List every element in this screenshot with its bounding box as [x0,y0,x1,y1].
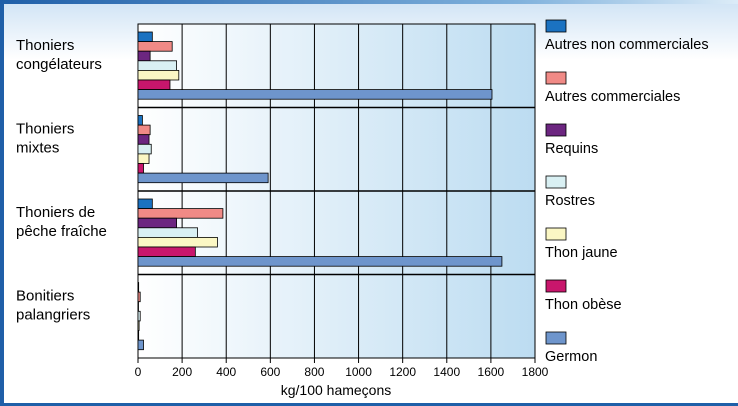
category-label: Thoniers [16,121,74,138]
bar [137,198,153,210]
bar [137,124,151,136]
legend-label: Thon jaune [545,245,618,261]
category-labels: Thoniers congélateurs Thoniers mixtes Thonie… [16,37,107,324]
bar [137,115,143,126]
legend-swatch [545,279,567,293]
bar [137,310,141,322]
bar [137,282,140,293]
legend: Autres non commerciales Autres commercial… [545,19,709,365]
category-label: mixtes [16,140,59,157]
bar [137,236,218,248]
bar [137,50,151,62]
legend-label: Thon obèse [545,297,622,313]
bar [137,70,180,81]
x-tick-label: 1800 [522,365,549,379]
grid-lines [138,24,535,358]
bar [137,246,196,258]
legend-swatch [545,227,567,241]
x-tick-label: 200 [172,365,192,379]
bar [137,339,144,351]
bar [137,217,177,229]
bar [137,320,140,331]
legend-swatch [545,175,567,189]
x-tick-label: 600 [260,365,280,379]
bar [137,89,493,100]
bar [137,227,198,238]
category-label: Thoniers de [16,204,95,221]
bar [137,163,144,174]
bar [137,330,140,341]
bar [137,31,153,43]
x-tick-label: 1000 [345,365,372,379]
bar [137,256,503,267]
bar [137,172,269,184]
x-tick-label: 0 [135,365,142,379]
legend-label: Requins [545,141,598,157]
x-axis-title: kg/100 hameçons [281,382,392,398]
legend-label: Autres non commerciales [545,37,709,53]
bar [137,60,177,71]
legend-swatch [545,123,567,137]
legend-swatch [545,19,567,33]
bar [137,41,173,52]
category-label: Thoniers [16,37,74,54]
category-label: congélateurs [16,56,102,73]
category-label: Bonitiers [16,288,74,305]
x-axis: 0 200 400 600 800 1000 1200 1400 1600 1800 [135,358,549,379]
x-tick-label: 400 [216,365,236,379]
legend-label: Germon [545,349,597,365]
frame-top-band [0,0,738,4]
bar [137,291,141,303]
legend-label: Autres commerciales [545,89,680,105]
bar [137,208,224,219]
x-tick-label: 1200 [389,365,416,379]
bar [137,143,152,155]
bar [137,79,171,91]
legend-swatch [545,71,567,85]
legend-label: Rostres [545,193,595,209]
x-tick-label: 1400 [433,365,460,379]
legend-swatch [545,331,567,345]
bar [137,153,150,164]
bar [137,134,150,145]
category-label: pêche fraîche [16,223,107,240]
x-tick-label: 1600 [478,365,505,379]
category-label: palangriers [16,307,90,324]
bars-group [137,31,503,351]
bar [137,301,139,312]
x-tick-label: 800 [304,365,324,379]
